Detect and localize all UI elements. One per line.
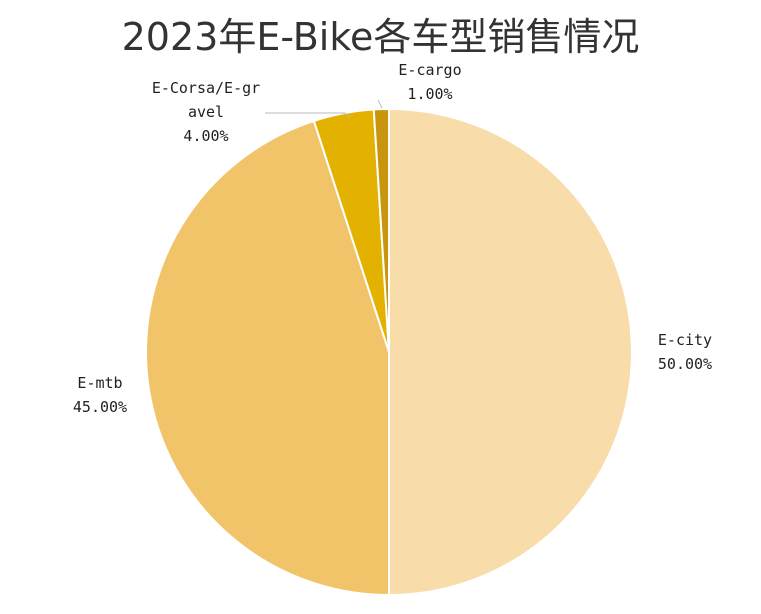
leader-line: [377, 99, 383, 109]
leader-line: [265, 112, 351, 119]
value-label: 50.00%: [657, 355, 713, 373]
category-label: E-cargo: [398, 61, 462, 79]
pie-slice: [372, 107, 390, 353]
slice-label: E-Corsa/E-gravel 4.00%: [150, 76, 262, 148]
chart-title: 2023年E-Bike各车型销售情况: [121, 15, 640, 59]
slice-label: E-city 50.00%: [640, 328, 730, 376]
slice-label: E-mtb 45.00%: [50, 371, 150, 419]
category-label: E-Corsa/E-gravel: [151, 79, 261, 121]
slice-label: E-cargo 1.00%: [385, 58, 475, 106]
pie-slice: [388, 107, 633, 597]
category-label: E-mtb: [77, 374, 123, 392]
value-label: 1.00%: [407, 85, 453, 103]
pie-slice: [145, 119, 390, 597]
category-label: E-city: [657, 331, 713, 349]
value-label: 4.00%: [183, 127, 229, 145]
value-label: 45.00%: [72, 398, 128, 416]
